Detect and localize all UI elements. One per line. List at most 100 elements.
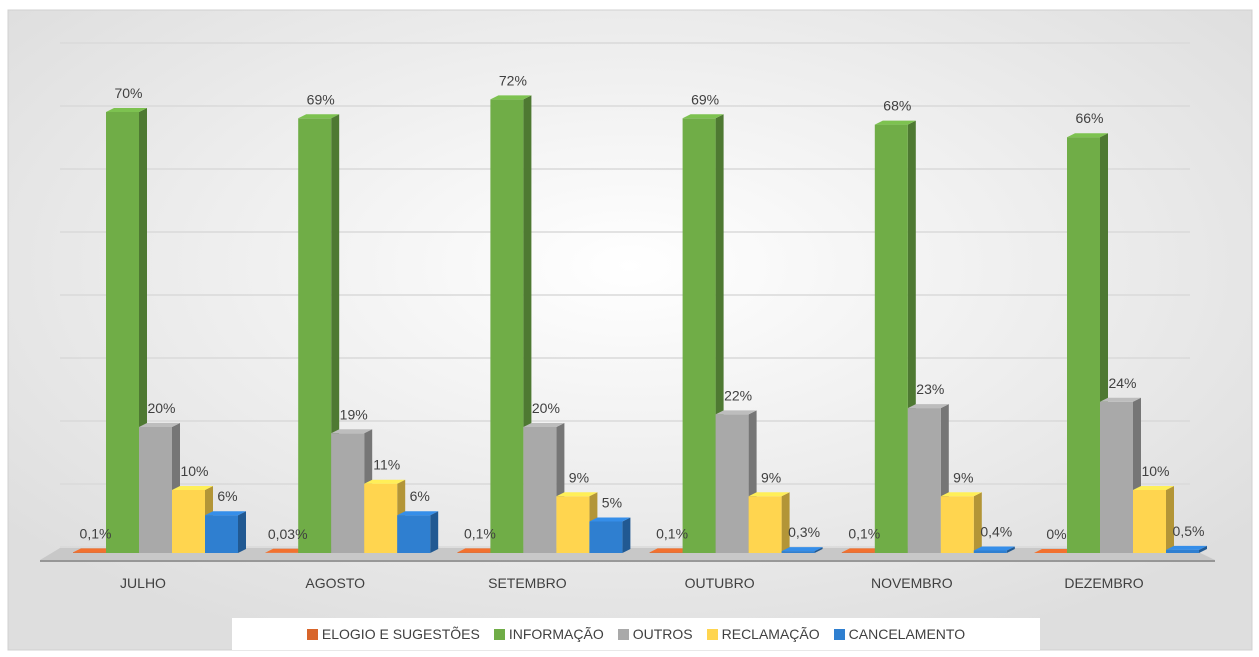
legend-swatch: [833, 629, 845, 640]
bar-group: [781, 547, 823, 553]
data-label: 5%: [602, 495, 622, 511]
legend-item: INFORMAÇÃO: [493, 626, 604, 642]
legend-item: CANCELAMENTO: [833, 626, 965, 642]
bar: [397, 515, 431, 553]
data-label: 23%: [916, 381, 944, 397]
bar: [457, 552, 491, 553]
bar: [1067, 137, 1100, 553]
bar: [172, 490, 205, 553]
data-label: 0,5%: [1173, 523, 1205, 539]
bar-top: [715, 410, 757, 415]
bar: [139, 427, 172, 553]
data-label: 11%: [373, 457, 400, 473]
legend-label: OUTROS: [632, 626, 693, 642]
bar: [331, 433, 365, 553]
bar-top: [172, 486, 213, 490]
bar: [490, 99, 524, 554]
bar-top: [841, 548, 883, 553]
bar-side: [781, 492, 790, 553]
data-label: 10%: [180, 463, 208, 479]
bar-side: [814, 547, 823, 553]
bar-top: [490, 95, 532, 100]
bar-group: [172, 486, 213, 553]
bar-group: [940, 492, 982, 553]
data-label: 66%: [1075, 110, 1103, 126]
data-label: 0,1%: [848, 525, 880, 541]
legend-label: INFORMAÇÃO: [508, 626, 604, 642]
x-tick-label: DEZEMBRO: [1064, 575, 1143, 591]
bar-group: [298, 114, 340, 554]
x-tick-label: NOVEMBRO: [871, 575, 953, 591]
bar: [682, 118, 716, 554]
bar-top: [589, 517, 631, 522]
bar: [364, 483, 398, 553]
bar-top: [781, 547, 823, 552]
bar-side: [1166, 486, 1174, 553]
data-label: 0,1%: [656, 525, 688, 541]
bar-top: [457, 548, 499, 553]
data-label: 19%: [340, 406, 368, 422]
data-label: 6%: [410, 488, 430, 504]
bar-group: [748, 492, 790, 553]
legend-item: ELOGIO E SUGESTÕES: [306, 626, 480, 642]
bar-top: [973, 546, 1015, 551]
data-label: 0,3%: [788, 524, 820, 540]
bar: [841, 552, 875, 553]
bar-group: [907, 404, 949, 553]
bar-top: [523, 423, 565, 427]
bar-group: [973, 546, 1015, 553]
data-label: 9%: [953, 469, 973, 485]
legend-item: RECLAMAÇÃO: [706, 626, 820, 642]
bar: [940, 496, 974, 553]
bar-top: [874, 120, 916, 125]
bar-top: [940, 492, 982, 497]
x-tick-label: SETEMBRO: [488, 575, 567, 591]
data-label: 22%: [724, 387, 752, 403]
bar-top: [1100, 397, 1141, 402]
legend-item: OUTROS: [617, 626, 693, 642]
legend-swatch: [617, 629, 629, 640]
bar-top: [331, 429, 373, 434]
bar-group: [205, 511, 246, 553]
bar-group: [397, 511, 439, 553]
bar-group: [682, 114, 724, 554]
x-tick-label: AGOSTO: [305, 575, 365, 591]
legend-swatch: [706, 629, 718, 640]
data-label: 0,1%: [464, 525, 496, 541]
bar-top: [265, 548, 307, 553]
x-tick-label: JULHO: [120, 575, 166, 591]
data-label: 9%: [569, 469, 589, 485]
data-label: 20%: [147, 400, 175, 416]
data-label: 0%: [1046, 526, 1066, 542]
legend-swatch: [493, 629, 505, 640]
bar: [907, 408, 941, 553]
bar-side: [238, 511, 246, 553]
bar-group: [1166, 545, 1207, 553]
bar-top: [106, 108, 147, 112]
data-label: 0,03%: [268, 526, 308, 542]
legend-swatch: [306, 629, 318, 640]
bar: [523, 427, 557, 553]
data-label: 0,1%: [80, 525, 112, 541]
bar: [715, 414, 749, 553]
bar-side: [973, 492, 982, 553]
bar-top: [748, 492, 790, 497]
bar: [649, 552, 683, 553]
bar-side: [1006, 546, 1015, 553]
bar-top: [1034, 549, 1075, 553]
bar: [748, 496, 782, 553]
bar-side: [430, 511, 439, 553]
bar: [874, 124, 908, 553]
bar-top: [298, 114, 340, 119]
data-label: 6%: [217, 488, 237, 504]
bar: [973, 550, 1007, 553]
bar-top: [397, 511, 439, 516]
data-label: 20%: [532, 400, 560, 416]
bar: [106, 112, 139, 553]
legend-label: RECLAMAÇÃO: [721, 626, 820, 642]
legend-label: ELOGIO E SUGESTÕES: [321, 626, 480, 642]
bar-top: [1133, 486, 1174, 490]
bar-side: [1199, 545, 1207, 553]
